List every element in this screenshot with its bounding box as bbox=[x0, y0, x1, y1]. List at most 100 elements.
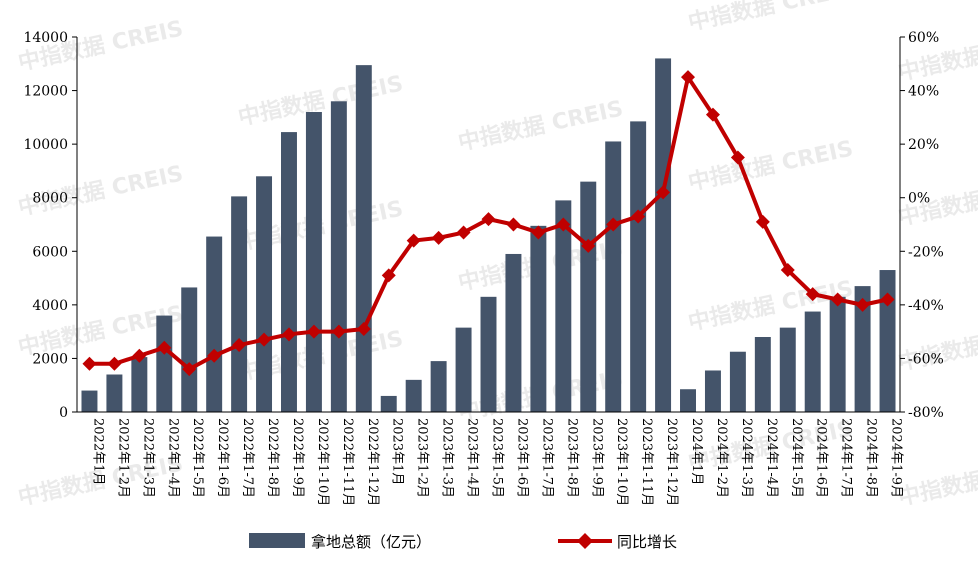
x-tick-label: 2024年1-6月 bbox=[814, 418, 829, 498]
growth-point bbox=[157, 340, 172, 355]
bar bbox=[605, 141, 622, 412]
x-tick-label: 2023年1-6月 bbox=[514, 418, 529, 498]
x-tick-label: 2023年1-2月 bbox=[415, 418, 430, 498]
bar bbox=[106, 374, 123, 412]
growth-point bbox=[730, 150, 745, 165]
x-tick-label: 2023年1-12月 bbox=[664, 418, 679, 506]
growth-point bbox=[705, 107, 720, 122]
growth-point bbox=[257, 332, 272, 347]
y-left-tick-label: 8000 bbox=[32, 191, 68, 207]
legend-line-marker bbox=[577, 533, 593, 549]
legend-line-label: 同比增长 bbox=[617, 533, 677, 551]
bar bbox=[580, 181, 597, 412]
y-left-tick-label: 2000 bbox=[32, 351, 68, 367]
bar bbox=[430, 361, 447, 412]
x-tick-label: 2023年1月 bbox=[390, 418, 405, 485]
growth-point bbox=[506, 217, 521, 232]
growth-point bbox=[481, 212, 496, 227]
bar bbox=[804, 311, 821, 412]
bar bbox=[704, 370, 721, 412]
growth-point bbox=[780, 263, 795, 278]
bar bbox=[355, 65, 372, 413]
bar bbox=[754, 337, 771, 412]
bar bbox=[281, 132, 297, 412]
growth-point bbox=[306, 324, 321, 339]
y-right-tick-label: -60% bbox=[908, 351, 944, 367]
x-tick-label: 2024年1月 bbox=[689, 418, 704, 485]
x-tick-label: 2023年1-8月 bbox=[564, 418, 579, 498]
bar bbox=[555, 200, 572, 412]
bar bbox=[505, 253, 522, 412]
growth-point bbox=[232, 338, 247, 353]
y-left-tick-label: 0 bbox=[59, 405, 68, 421]
bar bbox=[879, 270, 896, 412]
growth-point bbox=[880, 292, 895, 307]
y-right-tick-label: 0% bbox=[908, 191, 930, 207]
y-right-tick-label: 20% bbox=[908, 137, 939, 153]
x-tick-label: 2023年1-3月 bbox=[440, 418, 455, 498]
y-left-tick-label: 12000 bbox=[23, 84, 68, 100]
bar bbox=[206, 236, 223, 412]
growth-point bbox=[132, 348, 147, 363]
x-tick-label: 2022年1-6月 bbox=[215, 418, 230, 498]
axes: 0 2000 4000 6000 8000 10000 12000 14000 -80% -60%… bbox=[23, 30, 943, 421]
x-tick-label: 2023年1-4月 bbox=[465, 418, 480, 498]
growth-point bbox=[656, 185, 671, 200]
x-tick-label: 2022年1月 bbox=[90, 418, 105, 485]
x-tick-label: 2022年1-5月 bbox=[190, 418, 205, 498]
growth-point bbox=[556, 217, 571, 232]
growth-point bbox=[182, 362, 197, 377]
growth-point bbox=[581, 238, 596, 253]
growth-point bbox=[406, 233, 421, 248]
growth-point bbox=[755, 214, 770, 229]
x-tick-label: 2022年1-11月 bbox=[340, 418, 355, 506]
y-right-tick-label: -20% bbox=[908, 244, 944, 260]
bar bbox=[256, 176, 273, 412]
x-tick-label: 2024年1-5月 bbox=[789, 418, 804, 498]
bar bbox=[829, 296, 846, 412]
growth-point bbox=[82, 356, 97, 371]
bar bbox=[655, 58, 672, 413]
watermark-text: 中指数据 CREIS bbox=[686, 136, 856, 196]
growth-point bbox=[830, 292, 845, 307]
x-tick-label: 2022年1-9月 bbox=[290, 418, 305, 498]
bar bbox=[330, 101, 347, 412]
y-right-tick-label: 40% bbox=[908, 84, 939, 100]
growth-point bbox=[456, 225, 471, 240]
y-left-tick-label: 6000 bbox=[32, 244, 68, 260]
bar bbox=[779, 327, 796, 413]
y-left-tick-label: 14000 bbox=[23, 30, 68, 46]
bar bbox=[405, 379, 422, 412]
x-tick-label: 2022年1-7月 bbox=[240, 418, 255, 498]
growth-point bbox=[606, 217, 621, 232]
growth-line-series bbox=[82, 70, 895, 377]
bar bbox=[231, 196, 248, 412]
y-right-tick-label: 60% bbox=[908, 30, 939, 46]
x-tick-label: 2024年1-9月 bbox=[889, 418, 904, 498]
bar bbox=[380, 395, 397, 412]
legend-bar-label: 拿地总额（亿元） bbox=[311, 533, 431, 551]
x-tick-label: 2024年1-4月 bbox=[764, 418, 779, 498]
bar bbox=[729, 351, 746, 412]
x-tick-label: 2023年1-5月 bbox=[490, 418, 505, 498]
legend-bar-swatch bbox=[249, 533, 305, 548]
x-tick-label: 2023年1-11月 bbox=[639, 418, 654, 506]
x-tick-label: 2022年1-3月 bbox=[140, 418, 155, 498]
growth-point bbox=[631, 209, 646, 224]
x-tick-label: 2022年1-4月 bbox=[165, 418, 180, 498]
x-tick-label: 2023年1-10月 bbox=[614, 418, 629, 506]
bar-series bbox=[81, 58, 896, 413]
bar bbox=[81, 390, 98, 412]
growth-point bbox=[681, 70, 696, 85]
x-tick-label: 2024年1-8月 bbox=[864, 418, 879, 498]
x-category-labels: 2022年1月 2022年1-2月 2022年1-3月 2022年1-4月 2022年1… bbox=[90, 418, 903, 506]
bar bbox=[131, 357, 148, 412]
bar bbox=[181, 287, 198, 412]
x-tick-label: 2022年1-10月 bbox=[315, 418, 330, 506]
x-tick-label: 2023年1-7月 bbox=[539, 418, 554, 498]
x-tick-label: 2022年1-12月 bbox=[365, 418, 380, 506]
x-tick-label: 2024年1-7月 bbox=[839, 418, 854, 498]
growth-point bbox=[281, 327, 296, 342]
growth-point bbox=[107, 356, 122, 371]
